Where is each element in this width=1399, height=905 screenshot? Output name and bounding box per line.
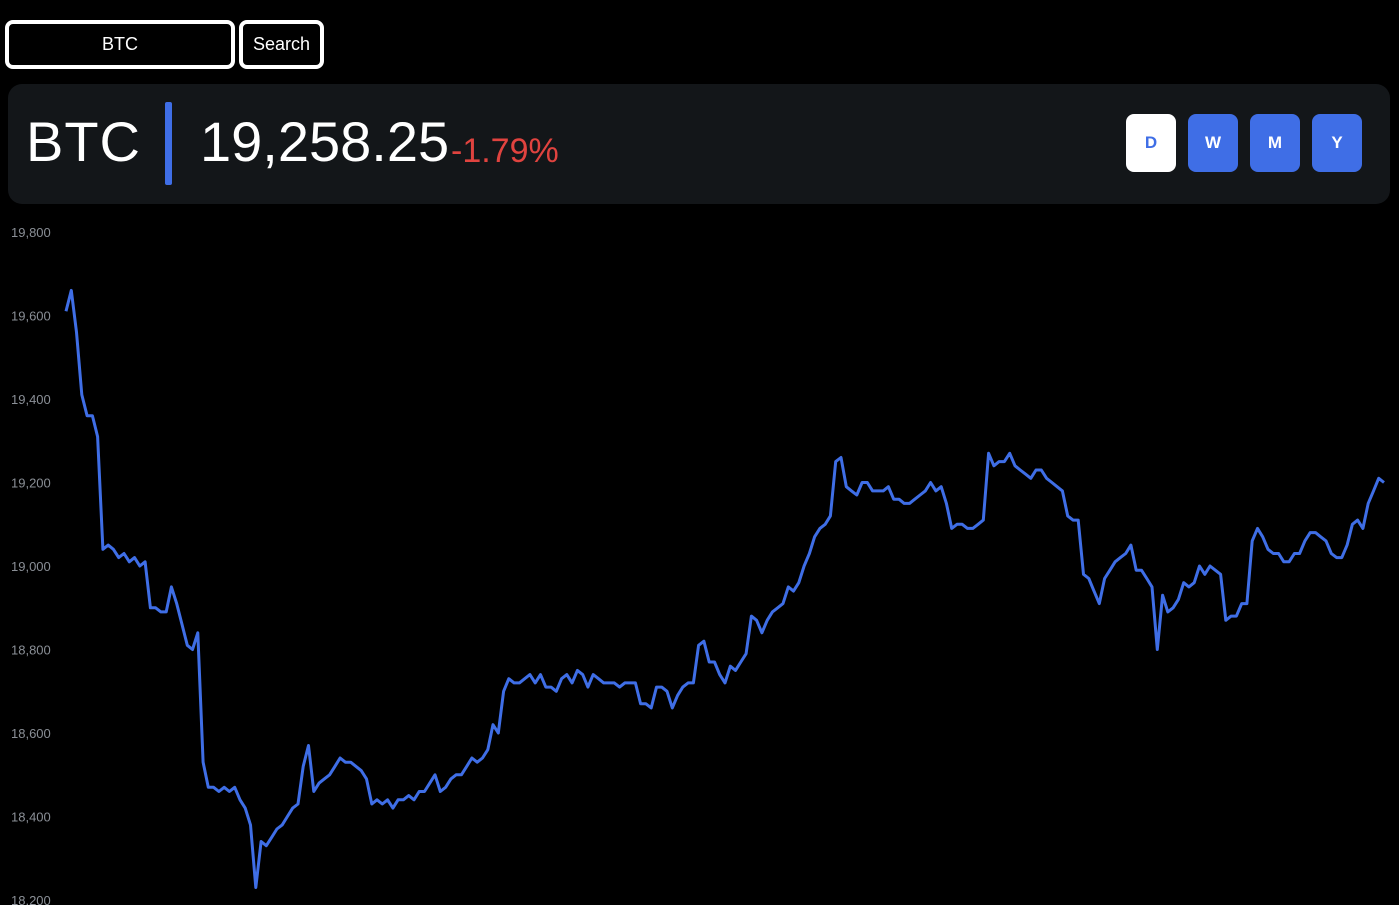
price-chart-svg: 19,800 19,600 19,400 19,200 19,000 18,800 18,6… [11, 225, 1385, 905]
ticker-price: 19,258.25 [200, 110, 450, 173]
price-chart: 19,800 19,600 19,400 19,200 19,000 18,800 18,6… [0, 215, 1399, 905]
y-tick-label: 18,200 [11, 893, 51, 905]
y-tick-label: 19,000 [11, 559, 51, 574]
range-button-m[interactable]: M [1250, 114, 1300, 172]
y-tick-label: 19,200 [11, 476, 51, 491]
price-line-series-0 [64, 288, 1385, 889]
search-button[interactable]: Search [239, 20, 324, 69]
range-button-y[interactable]: Y [1312, 114, 1362, 172]
ticker-change: -1.79% [451, 132, 559, 170]
y-tick-label: 18,400 [11, 810, 51, 825]
ticker-divider [165, 102, 172, 185]
search-input[interactable] [5, 20, 235, 69]
y-tick-label: 19,400 [11, 392, 51, 407]
y-tick-label: 19,800 [11, 225, 51, 240]
range-button-d[interactable]: D [1126, 114, 1176, 172]
range-button-w[interactable]: W [1188, 114, 1238, 172]
y-tick-label: 18,600 [11, 726, 51, 741]
y-tick-label: 19,600 [11, 309, 51, 324]
ticker-symbol: BTC [26, 110, 141, 173]
search-bar: Search [5, 20, 324, 69]
y-tick-label: 18,800 [11, 643, 51, 658]
